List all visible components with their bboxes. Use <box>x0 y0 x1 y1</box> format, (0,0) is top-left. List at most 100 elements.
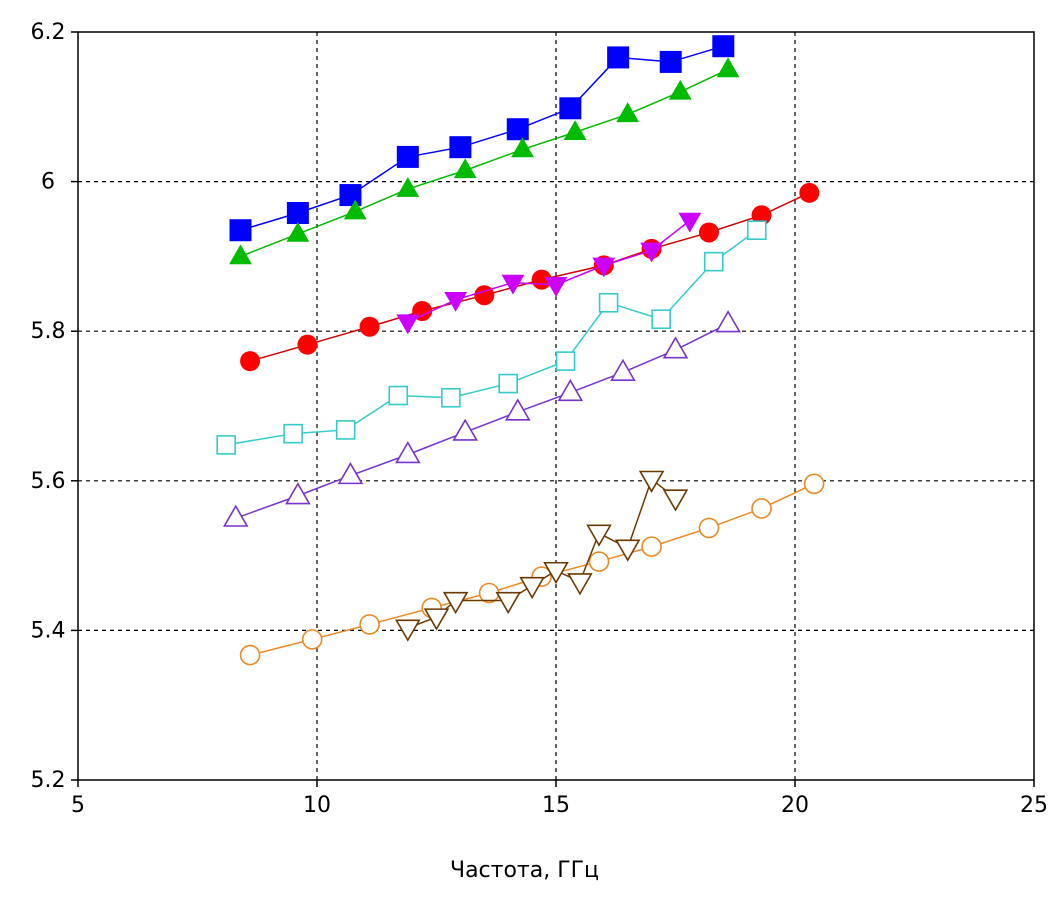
data-point <box>610 358 636 381</box>
series-3 <box>240 182 820 372</box>
data-point <box>559 97 582 120</box>
data-point <box>239 644 261 666</box>
data-point <box>478 582 500 604</box>
y-tick-label: 5.8 <box>31 319 66 344</box>
data-point <box>607 46 630 69</box>
x-tick-label: 10 <box>303 793 331 818</box>
series-line <box>240 45 724 231</box>
data-point <box>395 441 421 464</box>
data-point <box>751 205 772 226</box>
data-point <box>441 387 461 408</box>
data-point <box>222 504 249 527</box>
data-point <box>716 57 740 78</box>
data-point <box>339 184 362 207</box>
series-line <box>407 219 691 323</box>
y-tick-label: 5.4 <box>31 618 66 643</box>
data-point <box>592 257 616 278</box>
series-1 <box>229 35 735 242</box>
series-line <box>240 68 729 258</box>
data-point <box>396 314 420 335</box>
data-point <box>495 591 521 615</box>
data-point <box>555 351 576 371</box>
data-point <box>715 310 741 333</box>
data-point <box>598 292 619 313</box>
data-point <box>586 524 612 547</box>
data-point <box>444 291 468 312</box>
data-point <box>668 79 692 100</box>
x-tick-label: 15 <box>542 793 570 818</box>
data-point <box>229 219 252 242</box>
data-series <box>216 35 825 666</box>
data-point <box>651 309 671 330</box>
series-line <box>249 483 815 656</box>
data-point <box>474 285 495 306</box>
data-point <box>453 158 477 179</box>
data-point <box>337 461 364 485</box>
data-point <box>240 351 261 372</box>
data-point <box>588 551 610 572</box>
data-point <box>359 316 380 337</box>
data-point <box>396 177 420 197</box>
data-point <box>395 619 421 642</box>
tick-labels: 5 10 15 20 25 5.2 5.4 5.6 5.8 6 6.2 <box>31 20 1049 818</box>
y-tick-label: 5.6 <box>31 469 66 494</box>
series-6 <box>222 310 741 527</box>
data-point <box>498 373 519 394</box>
y-tick-label: 6 <box>41 170 55 195</box>
data-point <box>504 398 531 421</box>
data-point <box>616 102 640 123</box>
data-point <box>698 517 720 539</box>
data-point <box>501 274 525 295</box>
x-tick-label: 5 <box>71 793 85 818</box>
data-point <box>746 220 767 241</box>
data-point <box>519 576 545 600</box>
series-line <box>235 323 729 519</box>
data-point <box>229 244 252 265</box>
data-point <box>659 50 682 73</box>
data-point <box>543 561 569 585</box>
series-line <box>249 192 810 362</box>
data-point <box>343 199 367 220</box>
y-tick-label: 5.2 <box>31 768 66 793</box>
data-point <box>286 221 310 242</box>
grid-lines <box>78 32 1034 780</box>
data-point <box>641 536 662 557</box>
series-line <box>407 478 676 629</box>
x-tick-label: 20 <box>781 793 809 818</box>
series-2 <box>229 57 740 265</box>
data-point <box>423 608 450 631</box>
data-point <box>662 489 689 512</box>
data-point <box>638 470 665 493</box>
data-point <box>751 498 772 519</box>
data-point <box>563 120 587 141</box>
data-point <box>359 614 380 635</box>
axis-ticks <box>71 31 1035 787</box>
series-5 <box>216 220 767 455</box>
y-tick-label: 6.2 <box>31 20 66 45</box>
data-point <box>396 145 419 168</box>
data-point <box>557 378 584 402</box>
data-point <box>803 473 825 495</box>
data-point <box>678 212 702 233</box>
series-4 <box>396 212 702 335</box>
data-point <box>511 137 534 158</box>
data-point <box>216 435 236 455</box>
x-axis-title: Частота, ГГц <box>449 858 600 883</box>
data-point <box>703 251 724 272</box>
data-point <box>301 629 323 650</box>
data-point <box>567 573 593 596</box>
data-point <box>297 334 318 355</box>
data-point <box>698 222 719 243</box>
data-point <box>640 242 663 263</box>
data-point <box>335 420 356 440</box>
series-7 <box>239 473 825 666</box>
data-point <box>283 423 303 444</box>
x-tick-label: 25 <box>1020 793 1048 818</box>
series-8 <box>395 470 689 642</box>
data-point <box>286 202 309 225</box>
data-point <box>544 277 568 297</box>
data-point <box>614 539 641 562</box>
data-point <box>712 35 735 58</box>
data-point <box>388 385 409 406</box>
